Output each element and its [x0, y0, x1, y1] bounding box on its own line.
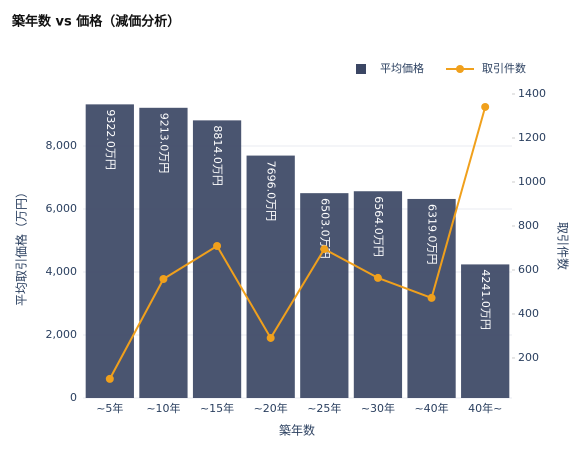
- bar-value-label: 6503.0万円: [318, 198, 331, 259]
- line: [108, 106, 487, 380]
- x-axis-title: 築年数: [279, 423, 315, 438]
- bar: [139, 107, 188, 399]
- line-point: [427, 293, 436, 302]
- line-point: [159, 274, 168, 283]
- legend-label: 平均価格: [380, 61, 424, 75]
- line-point: [105, 374, 114, 383]
- line-point: [213, 242, 222, 250]
- y2-tick-label: 200: [518, 351, 539, 364]
- y2-tick-label: 1400: [518, 87, 546, 100]
- y-tick-label: 4,000: [46, 265, 78, 278]
- x-tick-label: ~20年: [254, 401, 288, 415]
- legend-swatch: [456, 65, 464, 73]
- x-tick-label: ~30年: [361, 401, 395, 415]
- y-tick-label: 8,000: [46, 139, 78, 152]
- bar-value-label: 6319.0万円: [426, 204, 439, 265]
- line-point: [373, 273, 382, 282]
- y-tick-label: 6,000: [46, 202, 78, 215]
- y2-axis-title: 取引件数: [556, 222, 571, 270]
- bar-value-label: 8814.0万円: [211, 125, 224, 185]
- line-point: [266, 333, 275, 342]
- x-tick-label: ~25年: [307, 401, 341, 415]
- x-tick-label: ~10年: [146, 401, 180, 415]
- bar-value-label: 9322.0万円: [104, 109, 117, 170]
- bar-value-label: 9213.0万円: [157, 113, 170, 174]
- y-axis-title: 平均取引価格（万円）: [14, 186, 29, 306]
- chart-title: 築年数 vs 価格（減価分析）: [11, 14, 180, 30]
- y2-tick-label: 600: [518, 263, 539, 276]
- bar-value-label: 6564.0万円: [372, 196, 385, 256]
- x-tick-label: 40年~: [468, 401, 502, 415]
- legend-swatch: [356, 64, 366, 74]
- x-tick-label: ~40年: [414, 401, 448, 415]
- y2-tick-label: 1000: [518, 175, 546, 188]
- line-point: [481, 102, 490, 111]
- bar: [246, 155, 295, 398]
- bar: [461, 264, 510, 398]
- bar-value-label: 7696.0万円: [265, 161, 278, 222]
- bar: [353, 191, 403, 398]
- bar-value-label: 4241.0万円: [479, 269, 492, 330]
- y2-tick-label: 400: [518, 307, 539, 320]
- bar: [300, 193, 349, 398]
- bar: [192, 120, 242, 399]
- y-tick-label: 2,000: [46, 328, 78, 341]
- y2-tick-label: 1200: [518, 131, 546, 144]
- legend-label: 取引件数: [482, 61, 526, 75]
- x-tick-label: ~5年: [96, 401, 123, 415]
- x-tick-label: ~15年: [200, 401, 234, 415]
- line-point: [320, 245, 329, 254]
- y-tick-label: 0: [70, 391, 77, 404]
- y2-tick-label: 800: [518, 219, 539, 232]
